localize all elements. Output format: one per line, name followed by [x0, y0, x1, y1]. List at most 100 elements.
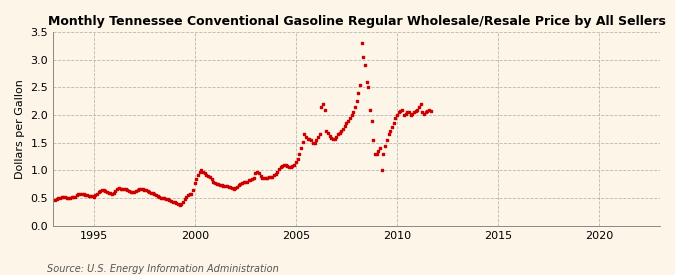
- Point: [201, 173, 212, 177]
- Point: [277, 164, 288, 168]
- Point: [157, 196, 168, 200]
- Point: [153, 194, 163, 198]
- Point: [323, 131, 333, 135]
- Point: [383, 132, 394, 137]
- Point: [287, 164, 298, 168]
- Point: [140, 188, 151, 192]
- Point: [356, 41, 367, 45]
- Point: [165, 199, 176, 203]
- Point: [333, 132, 344, 137]
- Point: [211, 182, 222, 186]
- Point: [310, 138, 321, 142]
- Point: [371, 152, 382, 156]
- Point: [267, 174, 277, 179]
- Point: [142, 189, 153, 193]
- Point: [286, 164, 296, 169]
- Point: [126, 189, 136, 194]
- Point: [259, 176, 269, 180]
- Point: [302, 137, 313, 141]
- Point: [246, 177, 257, 182]
- Point: [218, 184, 229, 188]
- Point: [363, 85, 374, 90]
- Point: [297, 139, 308, 144]
- Point: [85, 194, 96, 198]
- Point: [205, 175, 215, 179]
- Point: [306, 138, 317, 142]
- Point: [184, 192, 195, 197]
- Point: [83, 194, 94, 198]
- Point: [256, 175, 267, 180]
- Point: [275, 164, 286, 169]
- Point: [264, 175, 275, 179]
- Point: [370, 152, 381, 156]
- Point: [398, 113, 409, 117]
- Point: [149, 192, 160, 196]
- Point: [324, 134, 335, 138]
- Point: [336, 128, 347, 133]
- Point: [230, 186, 240, 190]
- Point: [95, 189, 106, 193]
- Point: [105, 191, 116, 196]
- Point: [221, 184, 232, 188]
- Point: [313, 135, 323, 139]
- Point: [208, 179, 219, 184]
- Point: [338, 127, 348, 131]
- Point: [353, 91, 364, 95]
- Point: [304, 137, 315, 141]
- Point: [326, 136, 337, 141]
- Point: [193, 173, 204, 177]
- Point: [300, 135, 311, 139]
- Point: [58, 194, 69, 199]
- Point: [178, 199, 188, 204]
- Point: [354, 82, 365, 87]
- Point: [240, 179, 250, 184]
- Point: [130, 189, 141, 193]
- Point: [272, 170, 283, 174]
- Point: [188, 188, 198, 192]
- Point: [88, 194, 99, 199]
- Point: [70, 194, 80, 199]
- Point: [319, 107, 330, 112]
- Point: [113, 186, 124, 190]
- Point: [173, 202, 184, 206]
- Point: [99, 188, 109, 192]
- Point: [161, 197, 171, 201]
- Point: [146, 191, 157, 195]
- Point: [215, 183, 225, 187]
- Point: [144, 189, 155, 194]
- Point: [122, 188, 133, 192]
- Point: [381, 138, 392, 142]
- Point: [405, 113, 416, 117]
- Point: [159, 196, 170, 200]
- Point: [364, 107, 375, 112]
- Point: [132, 188, 143, 192]
- Point: [115, 186, 126, 191]
- Point: [361, 80, 372, 84]
- Point: [296, 146, 306, 150]
- Point: [236, 180, 247, 185]
- Point: [321, 128, 331, 133]
- Point: [307, 141, 318, 145]
- Point: [167, 199, 178, 204]
- Point: [400, 112, 411, 116]
- Point: [73, 192, 84, 197]
- Point: [314, 132, 325, 137]
- Point: [234, 183, 244, 188]
- Point: [270, 172, 281, 177]
- Point: [223, 184, 234, 189]
- Point: [110, 189, 121, 193]
- Point: [155, 196, 166, 200]
- Point: [255, 174, 266, 178]
- Point: [181, 195, 192, 199]
- Point: [284, 164, 294, 169]
- Point: [198, 169, 209, 174]
- Text: Source: U.S. Energy Information Administration: Source: U.S. Energy Information Administ…: [47, 264, 279, 274]
- Y-axis label: Dollars per Gallon: Dollars per Gallon: [15, 79, 25, 179]
- Point: [176, 202, 186, 206]
- Point: [422, 108, 433, 113]
- Point: [260, 176, 271, 180]
- Point: [80, 193, 90, 197]
- Point: [78, 192, 89, 197]
- Point: [154, 195, 165, 199]
- Point: [97, 188, 107, 192]
